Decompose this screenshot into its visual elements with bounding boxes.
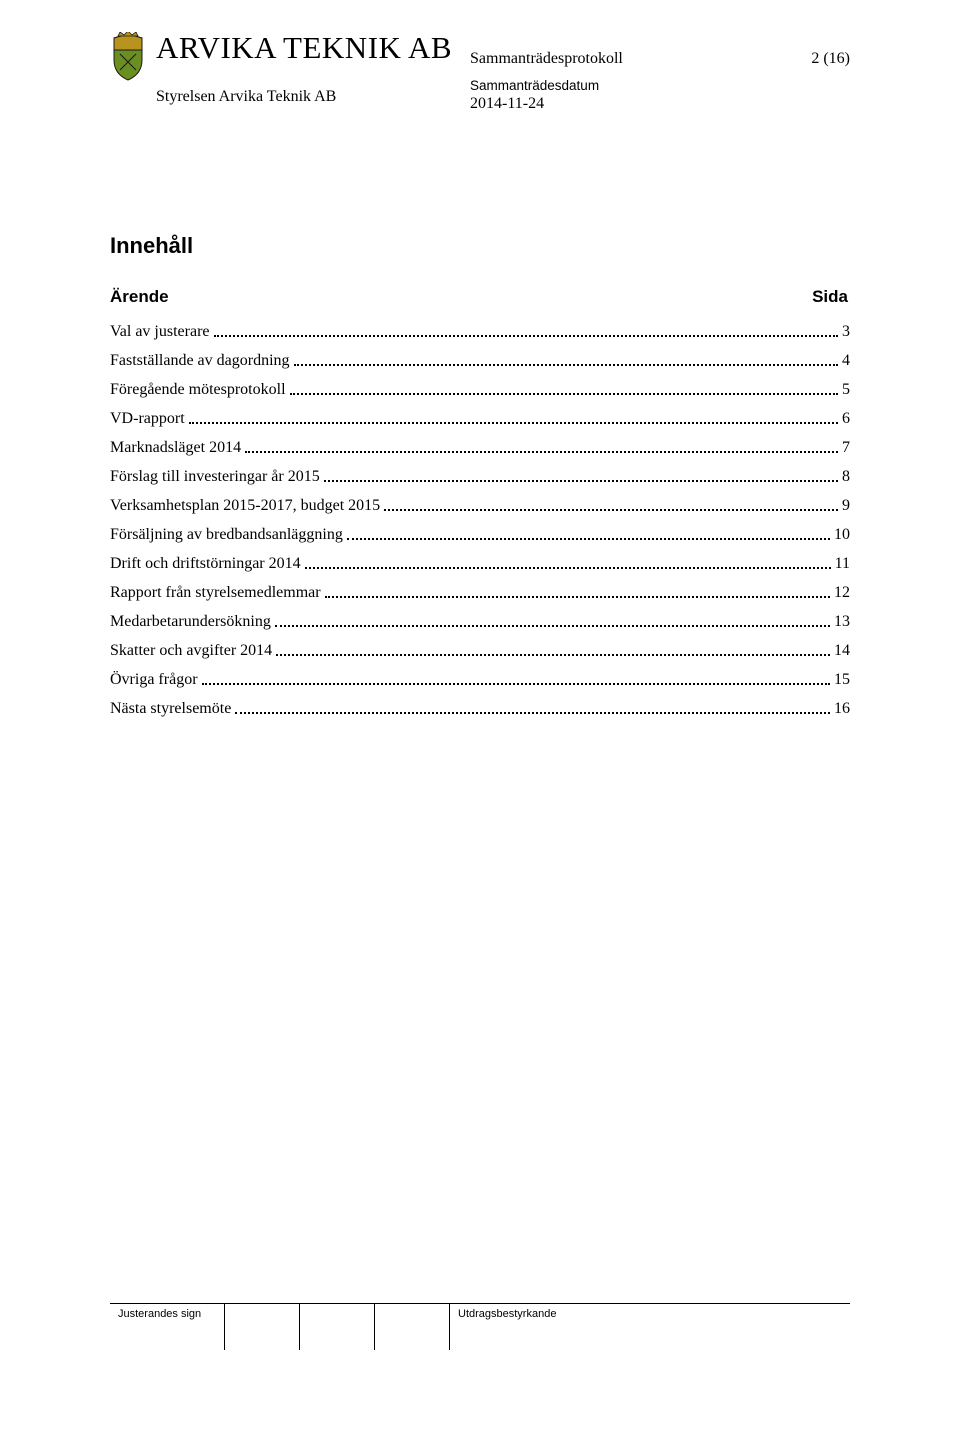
toc-row: Övriga frågor 15 bbox=[110, 671, 850, 689]
doc-title: Sammanträdesprotokoll bbox=[470, 50, 623, 68]
toc-row: Skatter och avgifter 2014 14 bbox=[110, 642, 850, 660]
toc-page-number: 16 bbox=[834, 700, 850, 718]
toc-page-number: 15 bbox=[834, 671, 850, 689]
toc-leader-dots bbox=[384, 509, 838, 511]
header-left: ARVIKA TEKNIK AB Styrelsen Arvika Teknik… bbox=[110, 30, 452, 106]
page-indicator: 2 (16) bbox=[811, 50, 850, 68]
toc-label: Övriga frågor bbox=[110, 671, 198, 689]
toc-page-number: 13 bbox=[834, 613, 850, 631]
toc-label: VD-rapport bbox=[110, 410, 185, 428]
toc-leader-dots bbox=[305, 567, 831, 569]
crest-icon bbox=[110, 32, 146, 82]
toc-leader-dots bbox=[347, 538, 830, 540]
sign-cell-utdrag: Utdragsbestyrkande bbox=[450, 1304, 850, 1350]
company-name: ARVIKA TEKNIK AB bbox=[156, 30, 452, 66]
toc-leader-dots bbox=[235, 712, 830, 714]
toc-row: Medarbetarundersökning 13 bbox=[110, 613, 850, 631]
toc-label: Verksamhetsplan 2015-2017, budget 2015 bbox=[110, 497, 380, 515]
toc-leader-dots bbox=[275, 625, 830, 627]
sign-cell-blank-1 bbox=[225, 1304, 300, 1350]
toc-label: Drift och driftstörningar 2014 bbox=[110, 555, 301, 573]
sign-row: Justerandes sign Utdragsbestyrkande bbox=[110, 1303, 850, 1350]
company-block: ARVIKA TEKNIK AB Styrelsen Arvika Teknik… bbox=[156, 30, 452, 106]
toc-row: Fastställande av dagordning 4 bbox=[110, 352, 850, 370]
toc-leader-dots bbox=[202, 683, 830, 685]
toc-row: Verksamhetsplan 2015-2017, budget 2015 9 bbox=[110, 497, 850, 515]
sign-cell-blank-3 bbox=[375, 1304, 450, 1350]
doc-title-row: Sammanträdesprotokoll 2 (16) bbox=[470, 50, 850, 68]
toc-row: Försäljning av bredbandsanläggning 10 bbox=[110, 526, 850, 544]
toc-label: Skatter och avgifter 2014 bbox=[110, 642, 272, 660]
toc-page-number: 9 bbox=[842, 497, 850, 515]
toc-list: Val av justerare 3 Fastställande av dagord… bbox=[110, 323, 850, 718]
toc-page-number: 8 bbox=[842, 468, 850, 486]
page-body: Innehåll Ärende Sida Val av justerare 3 Fa… bbox=[110, 233, 850, 718]
toc-leader-dots bbox=[294, 364, 838, 366]
toc-label: Medarbetarundersökning bbox=[110, 613, 271, 631]
toc-page-number: 11 bbox=[835, 555, 850, 573]
meeting-date: 2014-11-24 bbox=[470, 95, 850, 113]
toc-label: Rapport från styrelsemedlemmar bbox=[110, 584, 321, 602]
toc-row: Förslag till investeringar år 2015 8 bbox=[110, 468, 850, 486]
header-right: Sammanträdesprotokoll 2 (16) Sammanträde… bbox=[470, 30, 850, 113]
toc-row: Rapport från styrelsemedlemmar 12 bbox=[110, 584, 850, 602]
toc-page-number: 12 bbox=[834, 584, 850, 602]
toc-row: Nästa styrelsemöte 16 bbox=[110, 700, 850, 718]
page-header: ARVIKA TEKNIK AB Styrelsen Arvika Teknik… bbox=[110, 30, 850, 113]
toc-page-number: 14 bbox=[834, 642, 850, 660]
board-subline: Styrelsen Arvika Teknik AB bbox=[156, 88, 452, 106]
toc-col-right: Sida bbox=[812, 287, 848, 307]
toc-page-number: 6 bbox=[842, 410, 850, 428]
toc-label: Föregående mötesprotokoll bbox=[110, 381, 286, 399]
sign-cell-justerandes: Justerandes sign bbox=[110, 1304, 225, 1350]
toc-leader-dots bbox=[189, 422, 838, 424]
toc-row: Marknadsläget 2014 7 bbox=[110, 439, 850, 457]
toc-label: Försäljning av bredbandsanläggning bbox=[110, 526, 343, 544]
page-footer: Justerandes sign Utdragsbestyrkande bbox=[110, 1303, 850, 1350]
toc-leader-dots bbox=[214, 335, 838, 337]
toc-col-left: Ärende bbox=[110, 287, 169, 307]
toc-leader-dots bbox=[276, 654, 830, 656]
page: ARVIKA TEKNIK AB Styrelsen Arvika Teknik… bbox=[0, 0, 960, 1430]
toc-label: Marknadsläget 2014 bbox=[110, 439, 241, 457]
toc-leader-dots bbox=[245, 451, 838, 453]
toc-row: Föregående mötesprotokoll 5 bbox=[110, 381, 850, 399]
toc-page-number: 7 bbox=[842, 439, 850, 457]
toc-leader-dots bbox=[325, 596, 830, 598]
toc-label: Val av justerare bbox=[110, 323, 210, 341]
toc-row: Drift och driftstörningar 2014 11 bbox=[110, 555, 850, 573]
toc-heading: Innehåll bbox=[110, 233, 850, 259]
toc-row: VD-rapport 6 bbox=[110, 410, 850, 428]
toc-page-number: 4 bbox=[842, 352, 850, 370]
sign-cell-blank-2 bbox=[300, 1304, 375, 1350]
toc-header-row: Ärende Sida bbox=[110, 287, 850, 307]
toc-row: Val av justerare 3 bbox=[110, 323, 850, 341]
toc-page-number: 3 bbox=[842, 323, 850, 341]
toc-label: Fastställande av dagordning bbox=[110, 352, 290, 370]
toc-label: Nästa styrelsemöte bbox=[110, 700, 231, 718]
toc-leader-dots bbox=[324, 480, 838, 482]
meeting-date-label: Sammanträdesdatum bbox=[470, 78, 850, 93]
toc-page-number: 10 bbox=[834, 526, 850, 544]
toc-leader-dots bbox=[290, 393, 838, 395]
toc-page-number: 5 bbox=[842, 381, 850, 399]
toc-label: Förslag till investeringar år 2015 bbox=[110, 468, 320, 486]
